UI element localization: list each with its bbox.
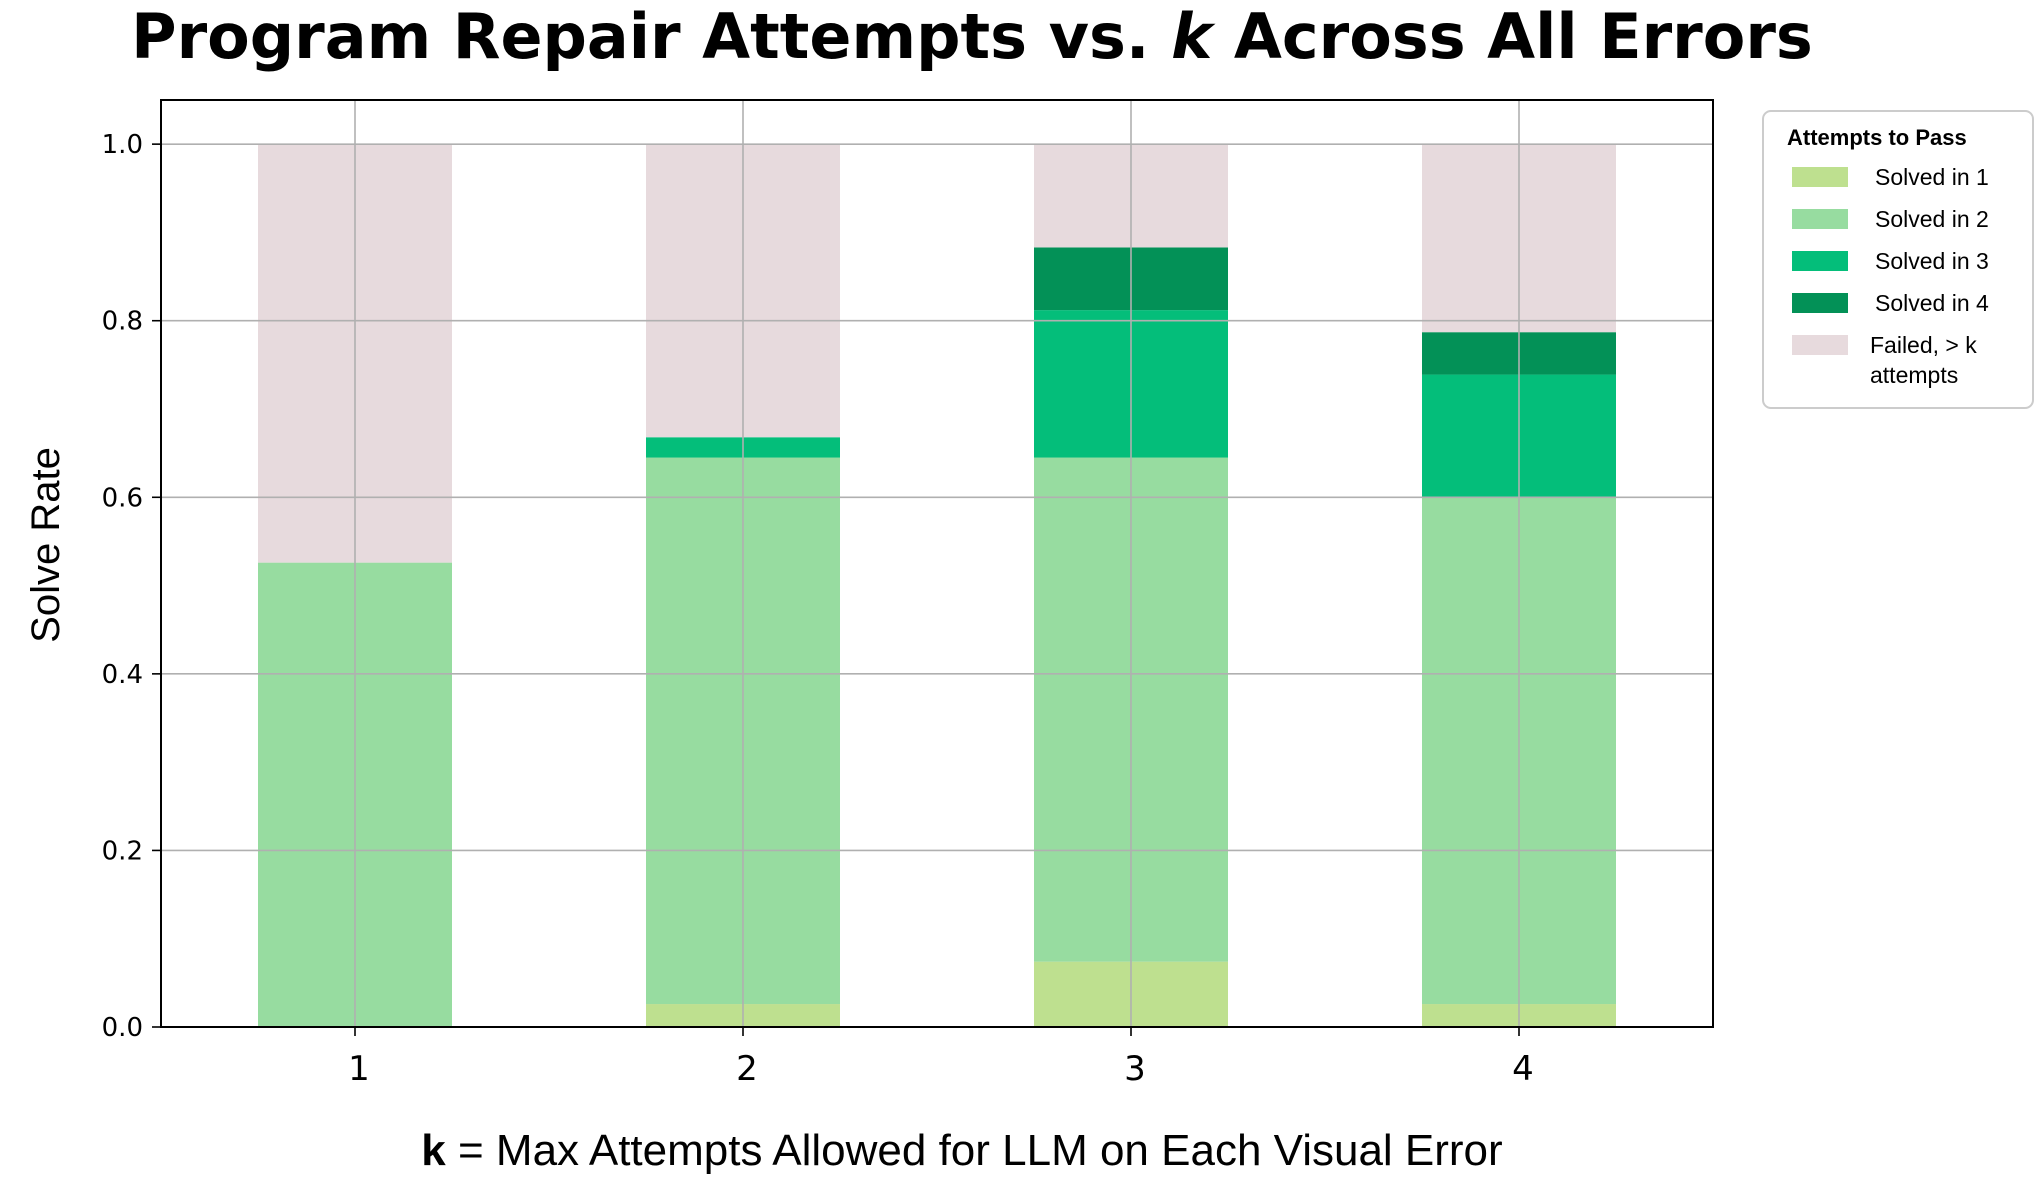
y-tick-label: 0.6 (102, 483, 143, 513)
y-axis-label: Solve Rate (24, 447, 68, 643)
y-tick-label: 0.2 (102, 836, 143, 866)
chart-title-part: Program Repair Attempts vs. (131, 0, 1171, 73)
y-tick-label: 0.4 (102, 660, 143, 690)
legend-label-line: Failed, > k (1870, 332, 1977, 358)
x-tick-label: 4 (1512, 1049, 1534, 1089)
x-tick-label: 2 (736, 1049, 758, 1089)
legend-swatch-4 (1792, 293, 1848, 313)
x-axis-label: k = Max Attempts Allowed for LLM on Each… (421, 1126, 1502, 1175)
y-tick-label: 1.0 (102, 130, 143, 160)
legend-swatch-5 (1792, 335, 1848, 355)
x-tick-label: 3 (1124, 1049, 1146, 1089)
x-axis-label-part: k (421, 1126, 446, 1175)
legend-swatch-2 (1792, 209, 1848, 229)
chart-title: Program Repair Attempts vs. k Across All… (131, 0, 1813, 73)
y-tick-label: 0.0 (102, 1013, 143, 1043)
x-axis-label-part: = Max Attempts Allowed for LLM on Each V… (446, 1126, 1503, 1175)
legend-label-2: Solved in 2 (1875, 206, 1989, 232)
legend-label-3: Solved in 3 (1875, 248, 1989, 274)
legend-label-4: Solved in 4 (1875, 290, 1989, 316)
chart-title-part: k (1171, 0, 1216, 73)
plot-frame (160, 99, 1714, 1028)
chart-title-part: Across All Errors (1212, 0, 1813, 73)
legend-swatch-3 (1792, 251, 1848, 271)
legend-title: Attempts to Pass (1787, 125, 1967, 150)
legend-swatch-1 (1792, 167, 1848, 187)
y-tick-label: 0.8 (102, 307, 143, 337)
legend-label-line: attempts (1870, 362, 1958, 388)
chart-legend: Attempts to Pass Solved in 1 Solved in 2 So… (1762, 110, 2034, 409)
legend-label-5: Failed, > k attempts (1870, 332, 1977, 388)
x-tick-label: 1 (348, 1049, 370, 1089)
legend-label-1: Solved in 1 (1875, 164, 1989, 190)
